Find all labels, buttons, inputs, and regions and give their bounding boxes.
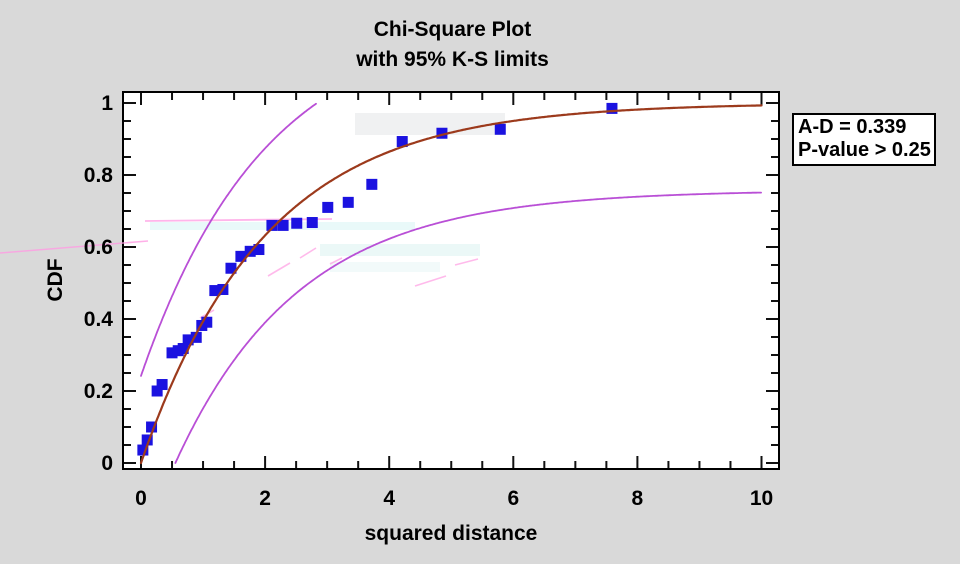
x-axis-title: squared distance [364, 522, 538, 545]
data-point [190, 331, 202, 343]
data-point [235, 250, 247, 262]
watermark-artifact [320, 244, 480, 256]
data-point [151, 385, 163, 397]
y-tick-label: 0.4 [84, 308, 114, 331]
data-point [177, 343, 189, 355]
upper-ks-limit-curve [140, 102, 317, 377]
data-point [277, 219, 289, 231]
data-point [266, 219, 278, 231]
data-point [201, 316, 213, 328]
data-point [366, 178, 378, 190]
chart-subtitle: with 95% K-S limits [356, 48, 549, 71]
data-point [306, 217, 318, 229]
data-point [137, 444, 149, 456]
data-point [322, 201, 334, 213]
x-tick-label: 2 [259, 487, 271, 510]
x-tick-label: 6 [507, 487, 519, 510]
streak-artifact [267, 262, 291, 277]
data-point [606, 102, 618, 114]
data-point [225, 262, 237, 274]
data-point [156, 379, 168, 391]
y-tick-label: 0 [101, 452, 113, 475]
watermark-artifact [330, 262, 440, 272]
data-point [253, 244, 265, 256]
chart-title: Chi-Square Plot [373, 18, 532, 41]
data-point [166, 347, 178, 359]
x-tick-label: 0 [135, 487, 147, 510]
x-tick-label: 8 [632, 487, 644, 510]
streak-artifact [329, 257, 343, 265]
data-point [396, 136, 408, 148]
p-value-stat: P-value > 0.25 [798, 139, 931, 161]
data-point [342, 196, 354, 208]
anderson-darling-stat: A-D = 0.339 [798, 116, 907, 138]
lower-ks-limit-curve [174, 191, 762, 464]
streak-artifact [0, 240, 149, 254]
data-point [146, 421, 158, 433]
y-tick-label: 0.2 [84, 380, 113, 403]
y-tick-label: 0.6 [84, 236, 113, 259]
fitted-cdf-curve [139, 104, 763, 465]
streak-artifact [414, 275, 447, 287]
streak-artifact [299, 247, 317, 259]
plot-frame [122, 91, 780, 470]
data-point [209, 285, 221, 297]
y-tick-label: 0.8 [84, 164, 114, 187]
x-tick-label: 10 [750, 487, 773, 510]
data-point [182, 334, 194, 346]
goodness-of-fit-box: A-D = 0.339 P-value > 0.25 [792, 113, 936, 166]
streak-artifact [454, 258, 479, 266]
y-tick-label: 1 [101, 92, 113, 115]
data-point [436, 127, 448, 139]
x-tick-label: 4 [383, 487, 395, 510]
watermark-artifact [355, 113, 505, 135]
data-point [291, 217, 303, 229]
data-point [141, 434, 153, 446]
data-point [494, 123, 506, 135]
